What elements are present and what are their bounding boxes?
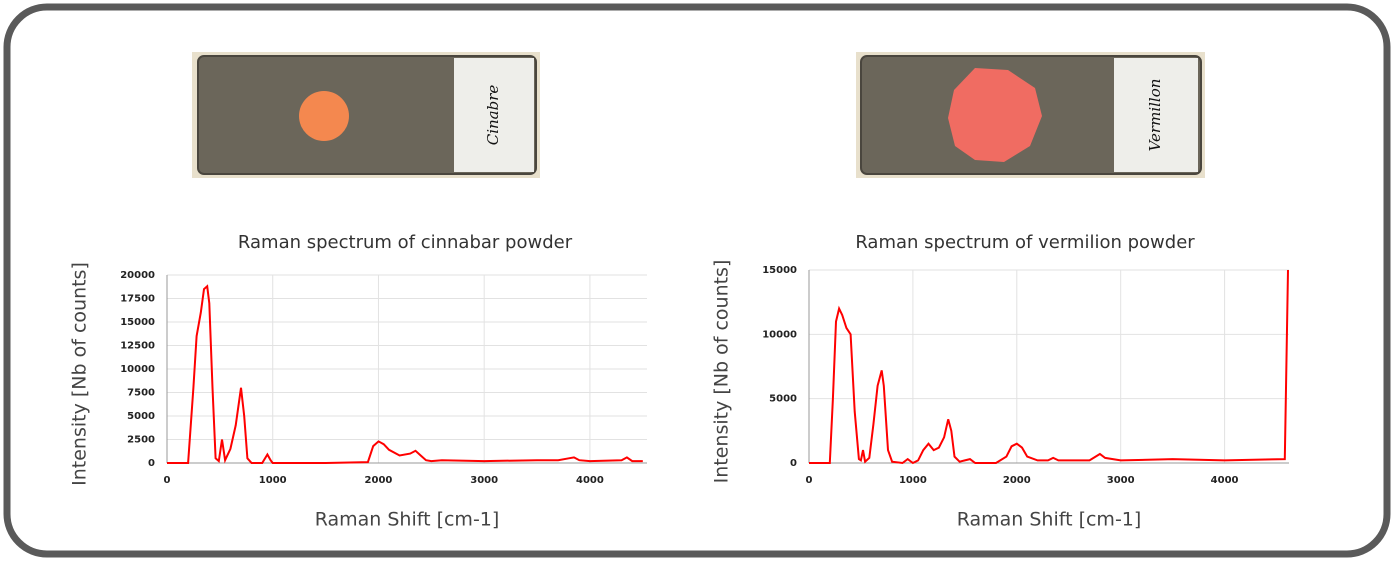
- y-tick-label: 5000: [769, 394, 797, 405]
- x-tick-label: 1000: [259, 475, 287, 486]
- slide-text: Cinabre: [484, 85, 502, 146]
- y-tick-label: 10000: [120, 364, 155, 375]
- slide-label: [454, 58, 534, 172]
- photo-cinnabar: Cinabre: [192, 52, 540, 178]
- x-tick-label: 2000: [1003, 475, 1031, 486]
- photo-vermilion: Vermillon: [856, 52, 1205, 178]
- y-tick-label: 7500: [127, 388, 155, 399]
- x-axis-label: Raman Shift [cm-1]: [315, 509, 500, 531]
- pigment-spot: [299, 91, 349, 141]
- slide-label: [1114, 58, 1198, 172]
- slide: [197, 55, 537, 175]
- chart-title: Raman spectrum of vermilion powder: [855, 232, 1195, 253]
- y-tick-label: 2500: [127, 435, 155, 446]
- slide-text: Vermillon: [1146, 79, 1164, 152]
- y-tick-label: 17500: [120, 294, 155, 305]
- y-tick-label: 0: [148, 458, 155, 469]
- y-tick-label: 12500: [120, 341, 155, 352]
- y-tick-label: 20000: [120, 270, 155, 281]
- y-tick-label: 15000: [120, 317, 155, 328]
- x-tick-label: 2000: [365, 475, 393, 486]
- y-tick-label: 0: [790, 458, 797, 469]
- y-tick-label: 15000: [762, 265, 797, 276]
- y-axis-label: Intensity [Nb of counts]: [711, 260, 733, 484]
- x-tick-label: 4000: [576, 475, 604, 486]
- x-tick-label: 0: [164, 475, 171, 486]
- x-axis-label: Raman Shift [cm-1]: [957, 509, 1142, 531]
- spectrum-line: [809, 269, 1289, 465]
- x-tick-label: 3000: [470, 475, 498, 486]
- x-tick-label: 0: [806, 475, 813, 486]
- spectrum-line: [167, 284, 643, 464]
- pigment-spot: [948, 68, 1042, 162]
- x-tick-label: 3000: [1107, 475, 1135, 486]
- y-tick-label: 5000: [127, 411, 155, 422]
- chart-title: Raman spectrum of cinnabar powder: [238, 232, 573, 253]
- y-tick-label: 10000: [762, 329, 797, 340]
- x-tick-label: 1000: [899, 475, 927, 486]
- y-axis-label: Intensity [Nb of counts]: [69, 262, 91, 486]
- x-tick-label: 4000: [1211, 475, 1239, 486]
